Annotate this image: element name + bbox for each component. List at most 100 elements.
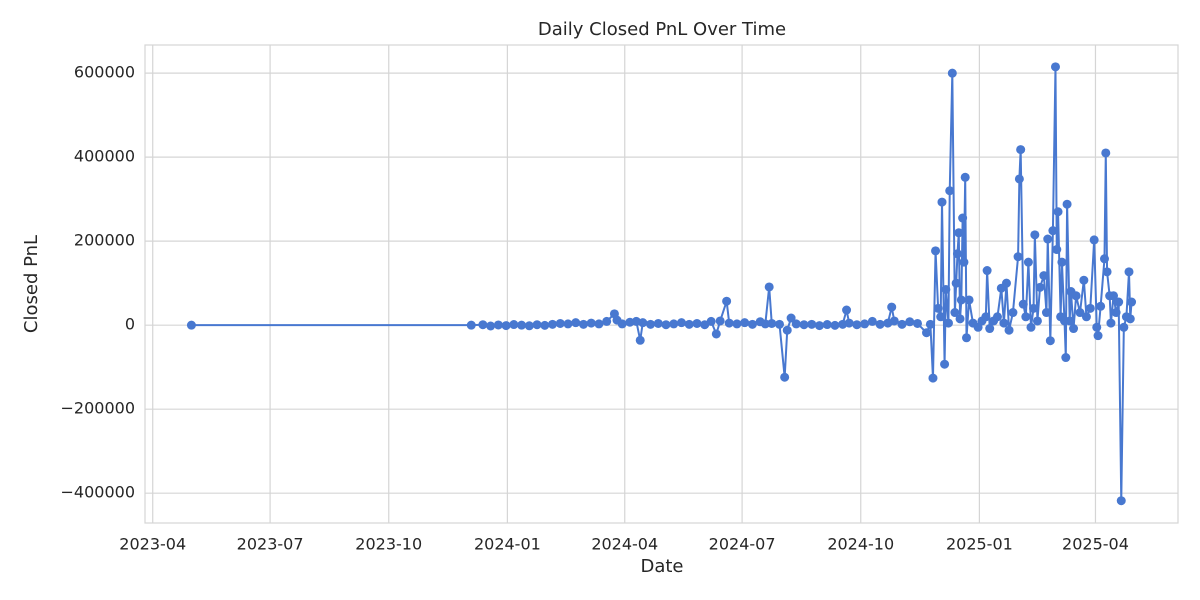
data-point (937, 197, 947, 207)
data-point (684, 319, 694, 329)
data-point (799, 320, 809, 330)
data-point (992, 312, 1002, 322)
data-point (1052, 245, 1062, 255)
data-point (951, 278, 961, 288)
data-point (186, 320, 196, 330)
data-point (941, 284, 951, 294)
y-tick-label: 0 (125, 315, 135, 334)
data-point (842, 305, 852, 315)
data-point (740, 318, 750, 328)
data-point (1053, 207, 1063, 217)
data-point (706, 316, 716, 326)
data-point (1075, 308, 1085, 318)
data-point (912, 318, 922, 328)
x-tick-label: 2024-01 (474, 535, 541, 554)
data-point (982, 266, 992, 276)
data-point (1057, 257, 1067, 267)
data-point (1101, 148, 1111, 158)
data-point (931, 246, 941, 256)
data-point (653, 318, 663, 328)
data-point (1039, 271, 1049, 281)
data-point (852, 320, 862, 330)
data-point (1023, 257, 1033, 267)
x-tick-label: 2025-01 (946, 535, 1013, 554)
data-point (669, 319, 679, 329)
data-point (867, 316, 877, 326)
data-point (822, 320, 832, 330)
data-point (960, 172, 970, 182)
data-point (764, 282, 774, 292)
data-point (1085, 303, 1095, 313)
data-point (887, 302, 897, 312)
data-point (955, 314, 965, 324)
x-tick-label: 2024-04 (591, 535, 658, 554)
data-point (950, 308, 960, 318)
data-point (517, 320, 527, 330)
data-point (889, 316, 899, 326)
data-point (1116, 496, 1126, 506)
series-line (191, 66, 1133, 501)
data-point (1014, 174, 1024, 184)
data-point (1035, 282, 1045, 292)
x-tick-label: 2024-10 (827, 535, 894, 554)
data-point (830, 320, 840, 330)
data-point (947, 68, 957, 78)
data-point (1089, 235, 1099, 245)
data-point (933, 303, 943, 313)
data-point (958, 213, 968, 223)
data-point (532, 320, 542, 330)
data-point (860, 319, 870, 329)
data-point (1050, 62, 1060, 72)
data-point (486, 321, 496, 331)
data-point (540, 320, 550, 330)
x-tick-label: 2023-04 (119, 535, 186, 554)
data-point (635, 335, 645, 345)
data-point (1030, 230, 1040, 240)
data-point (676, 318, 686, 328)
data-point (936, 312, 946, 322)
data-point (1109, 291, 1119, 301)
data-point (617, 319, 627, 329)
x-tick-label: 2023-07 (237, 535, 304, 554)
data-point (875, 319, 885, 329)
data-point (1071, 291, 1081, 301)
data-point (1026, 322, 1036, 332)
data-point (1069, 324, 1079, 334)
chart-title: Daily Closed PnL Over Time (538, 19, 786, 40)
y-tick-label: −200000 (61, 399, 135, 418)
data-point (1099, 254, 1109, 264)
data-point (594, 319, 604, 329)
data-point (1114, 297, 1124, 307)
data-point (578, 319, 588, 329)
data-point (563, 319, 573, 329)
data-point (1127, 297, 1137, 307)
data-point (747, 319, 757, 329)
data-point (1008, 308, 1018, 318)
data-point (791, 319, 801, 329)
data-point (1079, 275, 1089, 285)
data-point (602, 316, 612, 326)
x-tick-label: 2023-10 (355, 535, 422, 554)
data-point (964, 295, 974, 305)
data-point (844, 318, 854, 328)
data-point (1062, 199, 1072, 209)
data-point (807, 319, 817, 329)
data-point (1106, 318, 1116, 328)
y-tick-label: 200000 (74, 231, 135, 250)
data-point (1096, 301, 1106, 311)
data-point (985, 324, 995, 334)
data-point (1048, 226, 1058, 236)
data-point (999, 318, 1009, 328)
data-point (952, 249, 962, 259)
data-point (722, 296, 732, 306)
data-point (1013, 252, 1023, 262)
data-point (1125, 314, 1135, 324)
data-point (555, 318, 565, 328)
data-point (1043, 234, 1053, 244)
data-point (1093, 331, 1103, 341)
data-point (1061, 353, 1071, 363)
data-point (897, 319, 907, 329)
x-axis-label: Date (640, 556, 683, 577)
y-tick-label: 400000 (74, 147, 135, 166)
